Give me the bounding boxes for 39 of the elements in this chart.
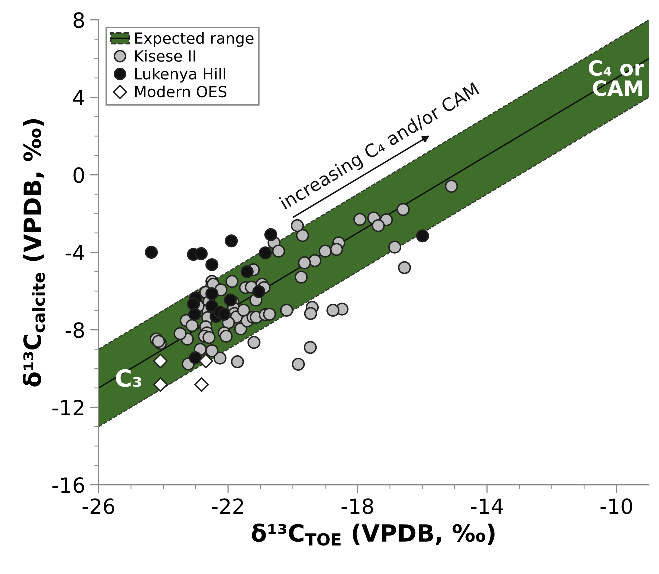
point (194, 378, 210, 392)
y-tick-label: 8 (74, 12, 84, 28)
y-axis-title: δ¹³C$_{calcite}$ (VPDB, ‰) (22, 119, 46, 387)
x-axis-title: δ¹³C$_{TOE}$ (VPDB, ‰) (252, 524, 495, 546)
legend-label: Lukenya Hill (135, 68, 226, 83)
y-tick-label: 4 (73, 90, 84, 106)
point (189, 351, 202, 364)
point (153, 354, 168, 369)
legend-label: Expected range (135, 32, 254, 48)
point (416, 230, 430, 243)
point (145, 246, 158, 260)
point (206, 288, 219, 301)
y-tick-label: -8 (66, 322, 84, 338)
annotation: C₃ (116, 369, 142, 388)
legend-label: Kisese II (135, 50, 196, 62)
annotation: C₄ or CAM (589, 60, 644, 96)
y-tick-label: -4 (66, 245, 84, 260)
point (240, 265, 254, 278)
legend-label: Modern OES (135, 86, 227, 98)
point (259, 246, 272, 260)
point (187, 298, 200, 311)
point (198, 354, 214, 369)
point (224, 294, 238, 307)
point (225, 234, 238, 248)
x-tick-label: -22 (212, 498, 244, 514)
point (264, 228, 278, 242)
point (188, 308, 202, 322)
x-tick-label: -10 (600, 498, 632, 514)
y-tick-label: -12 (52, 400, 84, 416)
x-tick-label: -18 (342, 498, 374, 514)
point (194, 247, 208, 260)
point (218, 308, 231, 322)
point (252, 285, 266, 298)
x-tick-label: -26 (82, 498, 115, 514)
point (206, 258, 219, 272)
y-tick-label: 0 (74, 168, 84, 184)
point (153, 378, 168, 392)
y-tick-label: -16 (52, 477, 84, 494)
x-tick-label: -14 (471, 498, 504, 514)
